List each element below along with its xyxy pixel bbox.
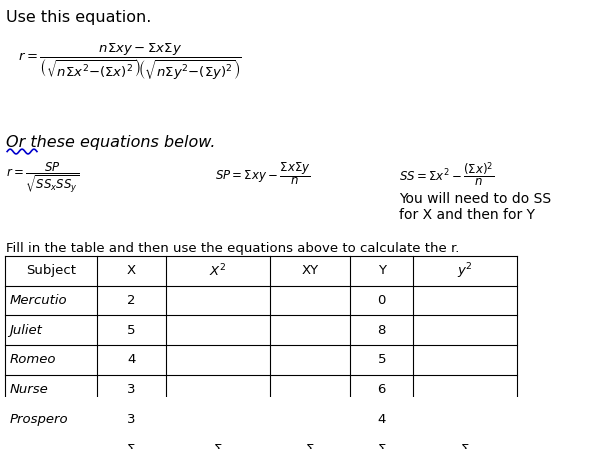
- Text: 4: 4: [127, 353, 136, 366]
- Text: Σ: Σ: [127, 443, 136, 449]
- Text: 5: 5: [377, 353, 386, 366]
- Text: $SP = \Sigma xy - \dfrac{\Sigma x\Sigma y}{n}$: $SP = \Sigma xy - \dfrac{\Sigma x\Sigma …: [215, 161, 310, 187]
- Text: Or these equations below.: Or these equations below.: [6, 135, 216, 150]
- Text: $r = \dfrac{SP}{\sqrt{SS_x SS_y}}$: $r = \dfrac{SP}{\sqrt{SS_x SS_y}}$: [6, 161, 79, 195]
- Text: Mercutio: Mercutio: [10, 294, 67, 307]
- Text: $r = \dfrac{n\Sigma xy - \Sigma x\Sigma y}{\left(\sqrt{n\Sigma x^2{-}(\Sigma x)^: $r = \dfrac{n\Sigma xy - \Sigma x\Sigma …: [18, 42, 242, 82]
- Text: Σ: Σ: [461, 443, 470, 449]
- Text: XY: XY: [302, 264, 319, 277]
- Text: X: X: [127, 264, 136, 277]
- Text: for X and then for Y: for X and then for Y: [399, 208, 535, 222]
- Text: Nurse: Nurse: [10, 383, 48, 396]
- Text: $SS = \Sigma x^2 - \dfrac{(\Sigma x)^2}{n}$: $SS = \Sigma x^2 - \dfrac{(\Sigma x)^2}{…: [399, 161, 495, 189]
- Text: Y: Y: [378, 264, 386, 277]
- Text: Fill in the table and then use the equations above to calculate the r.: Fill in the table and then use the equat…: [6, 242, 460, 255]
- Text: 3: 3: [127, 383, 136, 396]
- Text: Σ: Σ: [306, 443, 315, 449]
- Text: 0: 0: [377, 294, 386, 307]
- Text: Romeo: Romeo: [10, 353, 56, 366]
- Text: Use this equation.: Use this equation.: [6, 10, 151, 25]
- Text: 5: 5: [127, 324, 136, 337]
- Text: 6: 6: [377, 383, 386, 396]
- Text: $y^2$: $y^2$: [457, 261, 473, 281]
- Text: 2: 2: [127, 294, 136, 307]
- Text: Prospero: Prospero: [10, 413, 68, 426]
- Text: Σ: Σ: [213, 443, 222, 449]
- Text: Σ: Σ: [377, 443, 386, 449]
- Text: 8: 8: [377, 324, 386, 337]
- Text: Subject: Subject: [26, 264, 76, 277]
- Text: 3: 3: [127, 413, 136, 426]
- Text: You will need to do SS: You will need to do SS: [399, 192, 551, 207]
- Text: $X^2$: $X^2$: [209, 263, 226, 279]
- Text: 4: 4: [377, 413, 386, 426]
- Text: Juliet: Juliet: [10, 324, 42, 337]
